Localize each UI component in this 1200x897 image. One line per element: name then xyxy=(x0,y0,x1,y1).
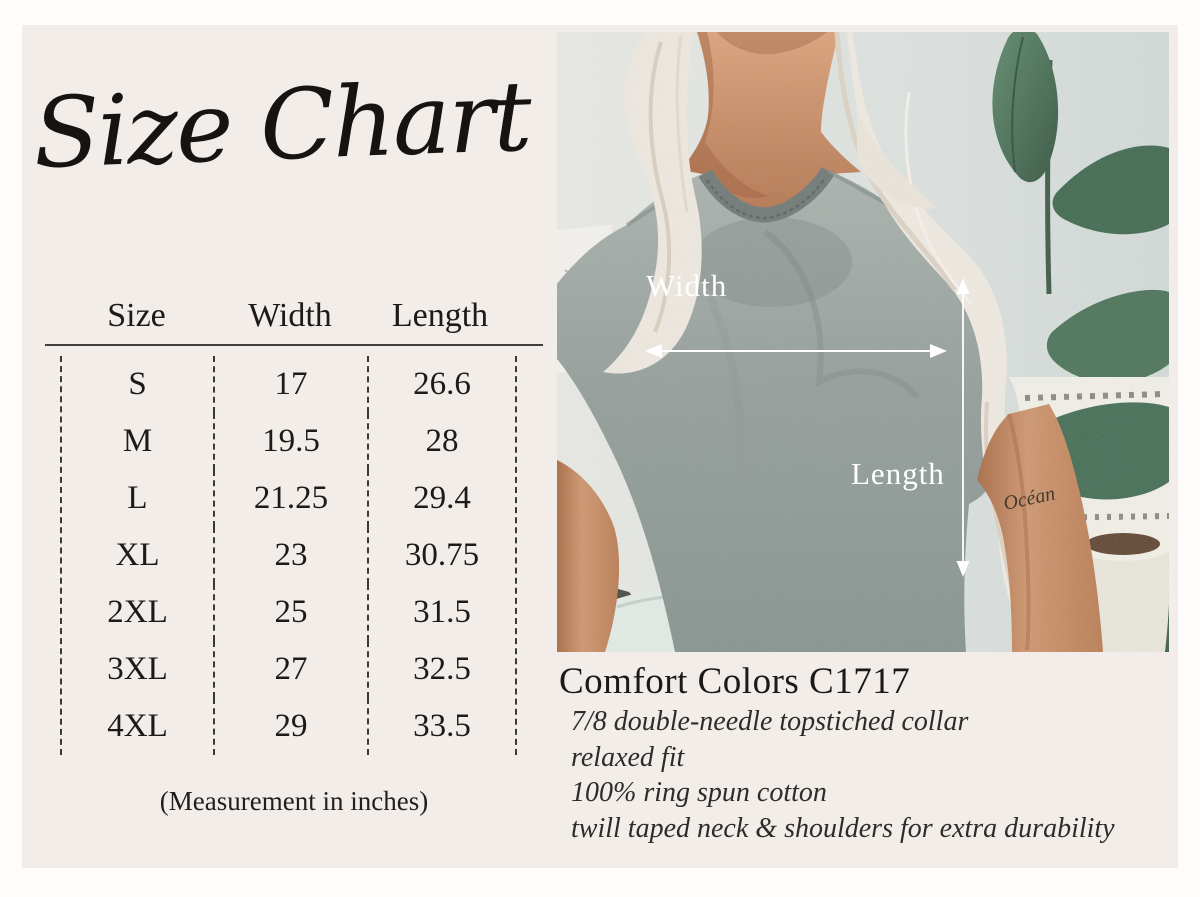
product-info: Comfort Colors C1717 7/8 double-needle t… xyxy=(559,660,1174,846)
table-cell: 19.5 xyxy=(215,413,369,470)
table-cell: M xyxy=(62,413,215,470)
table-cell: XL xyxy=(62,527,215,584)
feature-item: 7/8 double-needle topstiched collar xyxy=(571,706,969,737)
table-cell: 25 xyxy=(215,584,369,641)
size-table: S 17 26.6 M 19.5 28 L 21.25 29.4 XL 23 3… xyxy=(60,356,517,755)
table-cell: L xyxy=(62,470,215,527)
table-cell: 32.5 xyxy=(413,651,471,687)
table-cell: S xyxy=(62,356,215,413)
feature-item: 100% ring spun cotton xyxy=(571,777,827,808)
grain-overlay xyxy=(557,32,1169,652)
table-cell: 17 xyxy=(215,356,369,413)
table-cell: 2XL xyxy=(62,584,215,641)
table-cell: 29.4 xyxy=(413,480,471,516)
product-photo: Océan Width Length xyxy=(557,32,1169,652)
table-cell: 31.5 xyxy=(413,594,471,630)
table-cell: 30.75 xyxy=(404,537,480,573)
product-name: Comfort Colors C1717 xyxy=(559,661,911,702)
measurement-note: (Measurement in inches) xyxy=(159,786,429,816)
table-cell: 26.6 xyxy=(413,366,471,402)
table-cell: 21.25 xyxy=(215,470,369,527)
table-cell: 23 xyxy=(215,527,369,584)
table-cell: 29 xyxy=(215,698,369,755)
table-cell: 33.5 xyxy=(413,708,471,744)
header-length: Length xyxy=(391,297,489,334)
feature-item: twill taped neck & shoulders for extra d… xyxy=(571,812,1115,844)
width-arrow xyxy=(645,344,947,358)
length-label: Length xyxy=(851,456,945,491)
measurement-annotations: Width Length xyxy=(645,268,970,577)
length-arrow xyxy=(956,278,970,577)
size-table-header: Size Width Length xyxy=(60,294,513,338)
page-title: Size Chart xyxy=(31,59,532,190)
table-cell: 28 xyxy=(425,423,459,459)
photo-scene: Océan Width Length xyxy=(557,32,1169,652)
table-header-rule xyxy=(45,344,543,346)
table-cell: 27 xyxy=(215,641,369,698)
feature-item: relaxed fit xyxy=(571,741,685,773)
table-cell: 3XL xyxy=(62,641,215,698)
header-size: Size xyxy=(107,297,166,334)
width-label: Width xyxy=(646,268,727,303)
header-width: Width xyxy=(248,297,332,334)
table-cell: 4XL xyxy=(62,698,215,755)
